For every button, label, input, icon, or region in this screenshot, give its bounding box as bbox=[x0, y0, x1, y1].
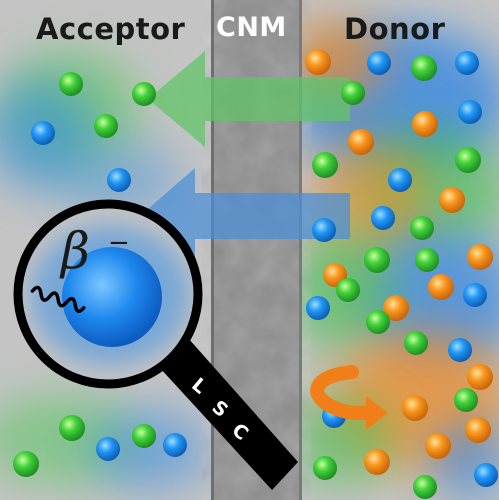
blue-particle bbox=[163, 433, 187, 457]
blue-particle bbox=[474, 463, 498, 487]
blue-particle bbox=[96, 437, 120, 461]
green-particle bbox=[312, 152, 338, 178]
blue-particle bbox=[388, 168, 412, 192]
green-particle bbox=[341, 81, 365, 105]
orange-particle bbox=[364, 449, 390, 475]
acceptor-label: Acceptor bbox=[36, 12, 186, 46]
green-particle bbox=[94, 114, 118, 138]
donor-label: Donor bbox=[344, 12, 446, 46]
blue-particle bbox=[455, 51, 479, 75]
green-particle bbox=[413, 475, 437, 499]
blue-particle bbox=[107, 168, 131, 192]
blue-particle bbox=[367, 51, 391, 75]
green-particle bbox=[454, 388, 478, 412]
green-particle bbox=[411, 55, 437, 81]
green-particle bbox=[59, 72, 83, 96]
beta-particle bbox=[62, 247, 162, 347]
green-particle bbox=[132, 424, 156, 448]
green-particle bbox=[410, 216, 434, 240]
blue-particle bbox=[463, 283, 487, 307]
blue-particle bbox=[31, 121, 55, 145]
blue-particle bbox=[371, 206, 395, 230]
orange-particle bbox=[383, 295, 409, 321]
cnm-label: CNM bbox=[216, 12, 287, 43]
beta-symbol: β bbox=[61, 222, 90, 280]
green-particle bbox=[404, 331, 428, 355]
orange-particle bbox=[439, 187, 465, 213]
green-flux-arrow bbox=[148, 51, 350, 147]
green-particle bbox=[364, 247, 390, 273]
orange-particle bbox=[428, 274, 454, 300]
orange-particle bbox=[465, 417, 491, 443]
orange-particle bbox=[348, 129, 374, 155]
orange-particle bbox=[467, 244, 493, 270]
green-particle bbox=[13, 451, 39, 477]
orange-particle bbox=[305, 49, 331, 75]
blue-particle bbox=[306, 296, 330, 320]
green-particle bbox=[132, 82, 156, 106]
beta-charge: − bbox=[108, 228, 130, 258]
acceptor-particles bbox=[13, 72, 187, 477]
rotation-arrow bbox=[310, 365, 388, 430]
green-particle bbox=[415, 248, 439, 272]
wavy-line-icon bbox=[30, 285, 86, 313]
blue-particle bbox=[448, 338, 472, 362]
blue-particle bbox=[458, 100, 482, 124]
orange-particle bbox=[412, 111, 438, 137]
orange-particle bbox=[425, 433, 451, 459]
orange-particle bbox=[402, 395, 428, 421]
donor-particles bbox=[305, 49, 498, 499]
magnifier-handle bbox=[160, 338, 298, 490]
green-particle bbox=[455, 147, 481, 173]
green-particle bbox=[366, 310, 390, 334]
green-particle bbox=[336, 278, 360, 302]
green-particle bbox=[313, 456, 337, 480]
green-particle bbox=[59, 415, 85, 441]
orange-particle bbox=[467, 364, 493, 390]
blue-particle bbox=[312, 218, 336, 242]
magnifier-icon bbox=[13, 199, 298, 490]
